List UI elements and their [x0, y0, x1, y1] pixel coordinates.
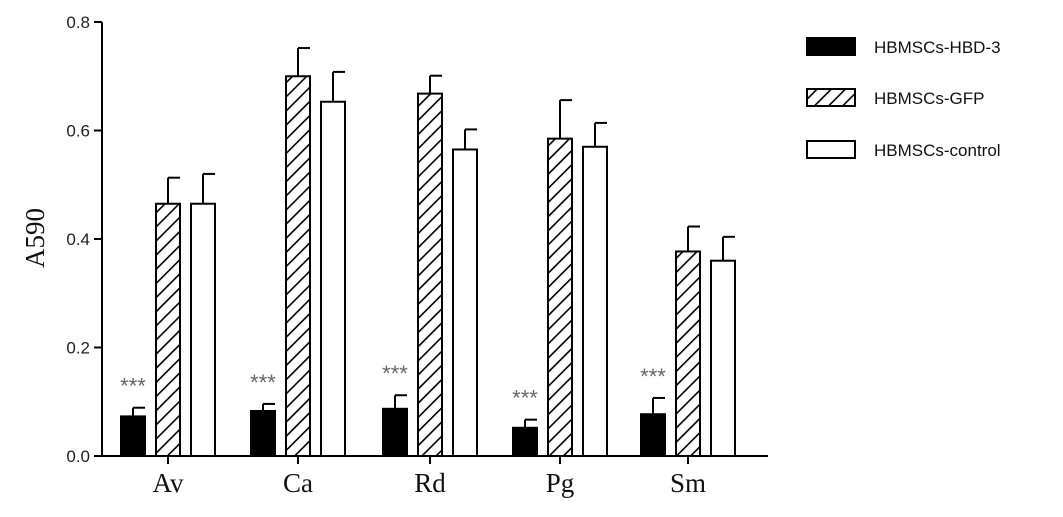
bar-pg-0: [512, 426, 538, 458]
legend-swatch-0: [806, 37, 856, 56]
bar-rd-1: [417, 92, 443, 458]
bar-av-0: [120, 415, 146, 457]
bar-av-2: [190, 202, 216, 457]
significance-marker: ***: [250, 370, 276, 395]
bar-rd-2: [452, 148, 478, 458]
bar-rd-0: [382, 407, 408, 457]
bar-av-1: [155, 202, 181, 457]
significance-marker: ***: [120, 374, 146, 399]
y-tick-label: 0.2: [66, 339, 90, 358]
significance-marker: ***: [640, 364, 666, 389]
legend: HBMSCs-HBD-3 HBMSCs-GFP HBMSCs-control: [806, 37, 1001, 160]
y-tick-label: 0.0: [66, 447, 90, 466]
bar-sm-0: [640, 413, 666, 458]
bar-sm-2: [710, 259, 736, 458]
bar-ca-1: [285, 75, 311, 457]
y-tick-label: 0.4: [66, 230, 90, 249]
x-tick-label-sm: Sm: [670, 468, 706, 498]
axes: 0.0 0.2 0.4 0.6 0.8 Av Ca Rd Pg Sm: [66, 13, 768, 498]
x-tick-label-pg: Pg: [546, 468, 575, 498]
y-tick-label: 0.8: [66, 13, 90, 32]
bars: *** *** *** *** ***: [120, 47, 736, 458]
x-tick-label-av: Av: [153, 468, 184, 498]
significance-marker: ***: [512, 386, 538, 411]
bar-ca-0: [250, 409, 276, 458]
y-tick-label: 0.6: [66, 122, 90, 141]
significance-marker: ***: [382, 361, 408, 386]
legend-label-1: HBMSCs-GFP: [874, 89, 985, 108]
legend-label-2: HBMSCs-control: [874, 141, 1001, 160]
legend-swatch-1: [806, 88, 856, 107]
y-axis-label: A590: [20, 208, 50, 268]
bar-pg-2: [582, 145, 608, 457]
bar-ca-2: [320, 100, 346, 457]
x-tick-label-rd: Rd: [414, 468, 446, 498]
x-tick-label-ca: Ca: [283, 468, 313, 498]
legend-swatch-2: [806, 140, 856, 159]
bar-sm-1: [675, 250, 701, 457]
bar-pg-1: [547, 137, 573, 457]
legend-label-0: HBMSCs-HBD-3: [874, 38, 1001, 57]
